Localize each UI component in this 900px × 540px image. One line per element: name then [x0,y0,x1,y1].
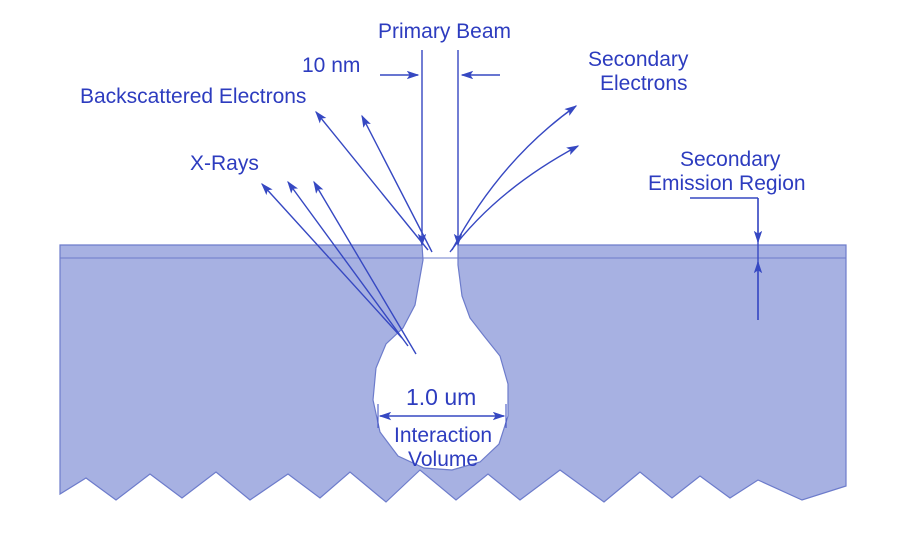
label-secondary-region-1: Secondary [680,148,780,172]
label-interaction-2: Volume [408,448,478,472]
label-primary-beam: Primary Beam [378,20,511,44]
label-backscattered: Backscattered Electrons [80,85,306,109]
label-beam-width: 10 nm [302,54,360,78]
label-interaction-1: Interaction [394,424,492,448]
label-bulb-dim: 1.0 um [406,384,476,410]
label-secondary-electrons-1: Secondary [588,48,688,72]
backscattered-ray-1 [316,112,428,250]
label-xrays: X-Rays [190,152,259,176]
secondary-ray-1 [452,106,576,250]
label-secondary-electrons-2: Electrons [600,72,688,96]
label-secondary-region-2: Emission Region [648,172,806,196]
